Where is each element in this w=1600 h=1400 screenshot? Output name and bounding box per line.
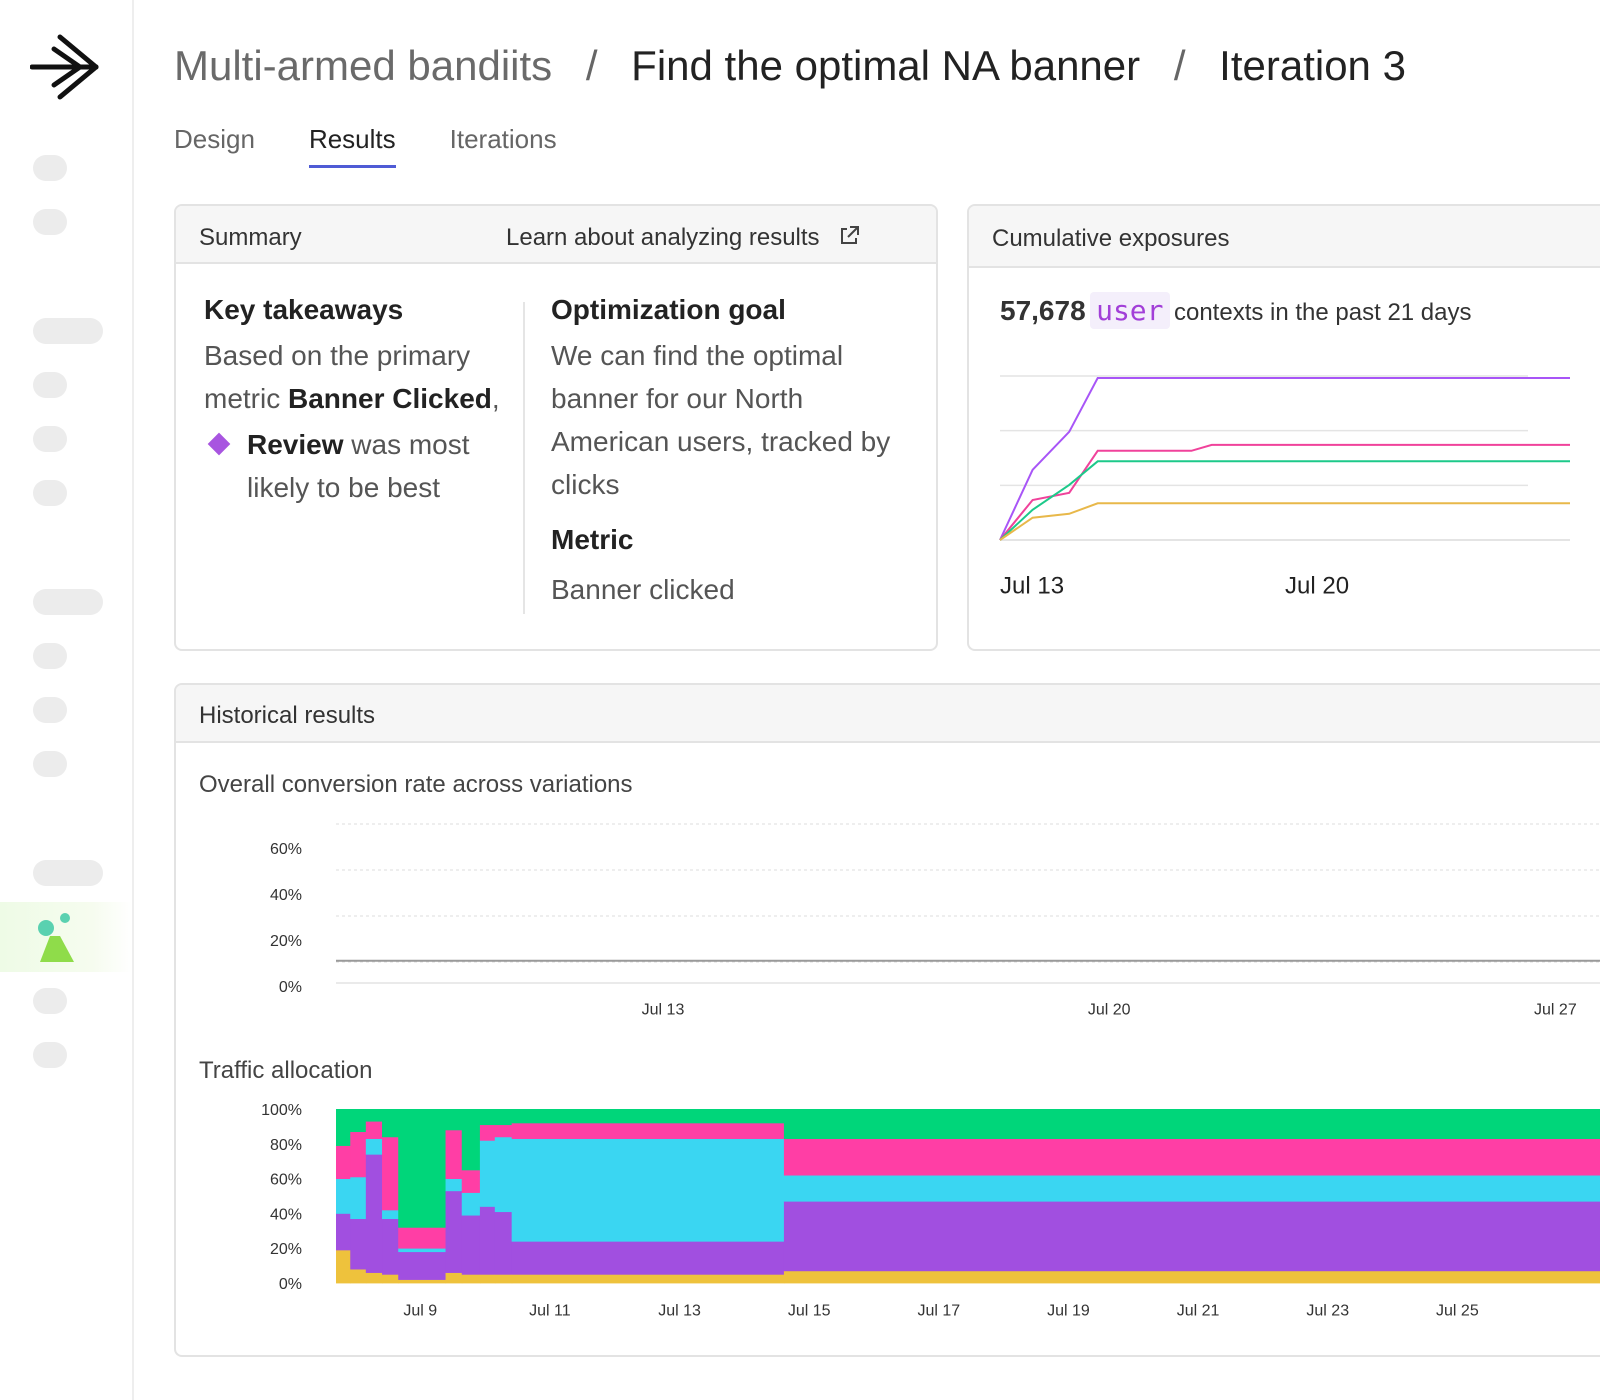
takeaway-text: Based on the primary metric Banner Click… (204, 334, 504, 420)
nav-item[interactable] (33, 480, 67, 506)
goal: Optimization goal We can find the optima… (551, 294, 891, 611)
variant-name: Review (247, 429, 344, 460)
divider (523, 302, 525, 614)
nav-item[interactable] (33, 589, 103, 615)
context-kind: user (1090, 292, 1170, 329)
metric-name: Banner Clicked (288, 383, 492, 414)
nav-item[interactable] (33, 426, 67, 452)
tabs: Design Results Iterations (174, 124, 557, 168)
nav-item[interactable] (33, 155, 67, 181)
text: was most likely to be best (247, 429, 470, 503)
section-heading: Optimization goal (551, 294, 786, 325)
breadcrumb-separator: / (585, 42, 598, 89)
breadcrumb-item[interactable]: Multi-armed bandiits (174, 42, 553, 89)
tab[interactable]: Results (308, 124, 396, 168)
text: , (491, 383, 500, 414)
section-heading: Metric (551, 524, 634, 555)
help-link[interactable]: Learn about analyzing results (506, 224, 860, 252)
logo[interactable] (30, 33, 100, 101)
experiment-icon (38, 913, 74, 962)
exposures-card: Cumulative exposures 57,678 user context… (967, 204, 1600, 651)
chart-title: Traffic allocation (199, 1057, 373, 1084)
sidebar (0, 0, 134, 1400)
metric-text: Banner clicked (551, 574, 735, 605)
nav-item[interactable] (33, 988, 67, 1014)
card-header: Cumulative exposures (969, 206, 1600, 268)
goal-text: We can find the optimal banner for our N… (551, 340, 891, 500)
card-header: Summary Learn about analyzing results (176, 206, 936, 264)
link-text[interactable]: Learn about analyzing results (506, 224, 820, 251)
nav-item[interactable] (33, 318, 103, 344)
nav-item[interactable] (33, 860, 103, 886)
summary-card: Summary Learn about analyzing results Ke… (174, 204, 938, 651)
section-heading: Key takeaways (204, 294, 404, 325)
count: 57,678 (1000, 295, 1086, 326)
breadcrumb-item: Iteration 3 (1219, 42, 1406, 89)
chart-title: Overall conversion rate across variation… (199, 771, 633, 798)
variant-marker (207, 432, 231, 456)
nav-item[interactable] (33, 643, 67, 669)
takeaway-result: Review was most likely to be best (204, 423, 504, 509)
breadcrumb: Multi-armed bandiits / Find the optimal … (174, 42, 1406, 90)
nav-active[interactable] (0, 902, 132, 972)
card-title: Cumulative exposures (992, 225, 1230, 252)
card-title: Summary (199, 224, 302, 251)
nav-item[interactable] (33, 1042, 67, 1068)
exposure-count: 57,678 user contexts in the past 21 days (1000, 292, 1472, 329)
card-header: Historical results (176, 685, 1600, 743)
caption: contexts in the past 21 days (1173, 299, 1472, 326)
nav-item[interactable] (33, 209, 67, 235)
text: Based on the primary metric (204, 340, 471, 414)
nav-item[interactable] (33, 697, 67, 723)
external-link-icon (841, 226, 860, 244)
breadcrumb-item[interactable]: Find the optimal NA banner (631, 42, 1141, 89)
tab[interactable]: Design (174, 124, 255, 154)
key-takeaways: Key takeaways Based on the primary metri… (204, 294, 504, 509)
tab[interactable]: Iterations (449, 124, 557, 154)
breadcrumb-separator: / (1173, 42, 1186, 89)
nav-item[interactable] (33, 751, 67, 777)
historical-card: Historical results Overall conversion ra… (174, 683, 1600, 1357)
nav-item[interactable] (33, 372, 67, 398)
card-title: Historical results (199, 702, 376, 729)
